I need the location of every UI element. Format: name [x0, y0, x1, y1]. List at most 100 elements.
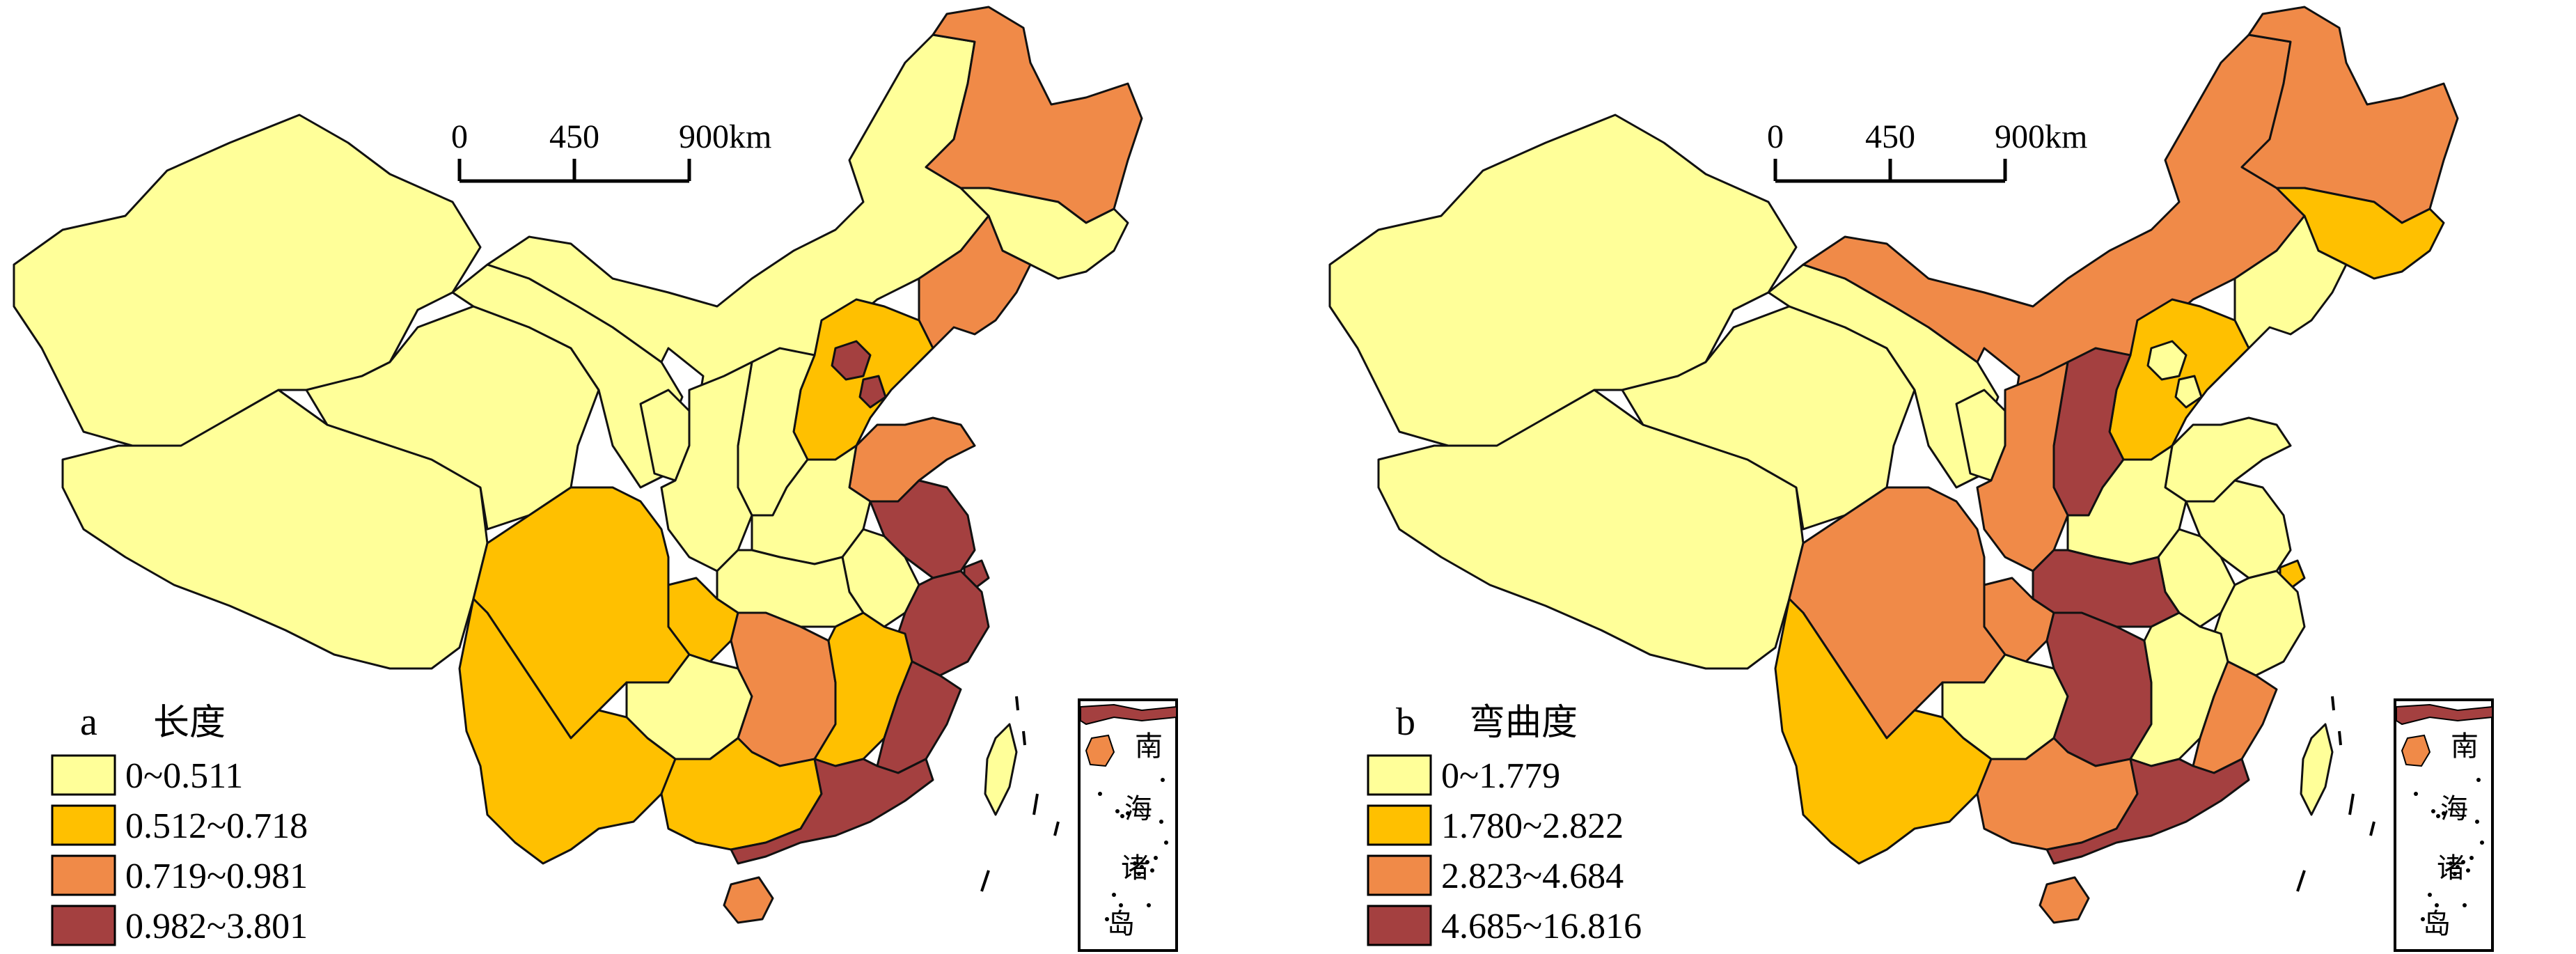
inset-island-dot: [2414, 792, 2418, 796]
region-tianjin: [2174, 375, 2203, 409]
coastal-boundary-dashes: [980, 696, 1060, 892]
inset-island-dot: [1115, 809, 1120, 813]
inset-island-dot: [1126, 811, 1130, 815]
legend-label: 1.780~2.822: [1441, 806, 1624, 846]
legend-swatch: [51, 905, 116, 946]
region-taiwan: [984, 723, 1018, 816]
scale-bar-tick-label: 450: [549, 118, 599, 155]
inset-island-dot: [1150, 868, 1154, 873]
legend-title: 弯曲度: [1469, 702, 1578, 744]
inset-label-char: 南: [1135, 730, 1163, 763]
legend-label: 0.982~3.801: [125, 907, 308, 946]
scale-bar-line: [1773, 159, 2007, 183]
inset-island-dot: [1105, 917, 1109, 921]
inset-island-dot: [1140, 865, 1144, 869]
inset-label-char: 海: [1124, 793, 1152, 825]
legend-label: 0.719~0.981: [125, 857, 308, 896]
region-hainan: [2039, 876, 2090, 924]
region-xinjiang: [13, 114, 482, 447]
inset-island-dot: [1098, 792, 1102, 796]
region-yunnan: [458, 597, 677, 865]
region-beijing: [2146, 340, 2188, 381]
inset-island-dot: [1120, 814, 1124, 818]
inset-island-dot: [1164, 840, 1168, 845]
region-xinjiang: [1328, 114, 1798, 447]
inset-island-dot: [2475, 820, 2479, 824]
inset-hainan: [2401, 734, 2431, 767]
scale-bar-tick-label: 0: [1767, 118, 1784, 155]
region-guangdong: [730, 758, 934, 865]
legend: a 长度 0~0.511 0.512~0.718 0.719~0.981 0.982~3.…: [51, 701, 308, 946]
inset-frame: [2394, 698, 2494, 952]
scale-bar: 0 450 900km: [451, 118, 771, 183]
scale-bar-line: [457, 159, 691, 183]
legend-swatch: [51, 854, 116, 896]
legend-label: 0~0.511: [125, 756, 243, 796]
region-guangdong: [2045, 758, 2250, 865]
scale-bar-tick-label: 900km: [679, 118, 771, 155]
legend: b 弯曲度 0~1.779 1.780~2.822 2.823~4.684 4.685~1…: [1367, 701, 1642, 946]
inset-label-char: 岛: [2423, 908, 2451, 940]
inset-hainan: [1085, 734, 1115, 767]
inset-island-dot: [1145, 860, 1149, 864]
region-hainan: [723, 876, 774, 924]
inset-island-dot: [2453, 872, 2457, 876]
region-qinghai: [1621, 305, 1916, 531]
panel-letter: b: [1396, 701, 1415, 744]
inset-mainland-coast: [1080, 703, 1177, 726]
inset-island-dot: [2449, 861, 2453, 866]
inset-label-char: 诸: [1121, 852, 1149, 884]
legend-title: 长度: [153, 702, 226, 744]
inset-island-dot: [1112, 893, 1116, 897]
inset-island-dot: [2463, 903, 2467, 907]
legend-swatch: [1367, 854, 1432, 896]
inset-island-dot: [2461, 860, 2465, 864]
inset-island-dot: [2428, 893, 2432, 897]
inset-island-dot: [1147, 903, 1151, 907]
inset-island-dot: [2421, 917, 2425, 921]
inset-island-dot: [2436, 814, 2440, 818]
inset-island-dot: [2466, 868, 2470, 873]
inset-island-dot: [2442, 811, 2446, 815]
legend-swatch: [1367, 754, 1432, 796]
inset-island-dot: [1137, 872, 1141, 876]
legend-swatch: [51, 804, 116, 846]
legend-label: 4.685~16.816: [1441, 907, 1642, 946]
region-yunnan: [1774, 597, 1993, 865]
scale-bar-tick-label: 0: [451, 118, 468, 155]
legend-label: 0.512~0.718: [125, 806, 308, 846]
inset-island-dot: [1159, 820, 1163, 824]
legend-swatch: [51, 754, 116, 796]
inset-island-dot: [1154, 856, 1158, 860]
province-regions: [13, 6, 1143, 924]
inset-island-dot: [2476, 778, 2481, 782]
region-tibet: [61, 389, 489, 670]
inset-island-dot: [2469, 856, 2474, 860]
legend-swatch: [1367, 804, 1432, 846]
region-tibet: [1377, 389, 1805, 670]
legend-label: 2.823~4.684: [1441, 857, 1624, 896]
inset-label-char: 南: [2451, 730, 2479, 763]
scale-bar-tick-label: 450: [1865, 118, 1915, 155]
inset-label-char: 岛: [1107, 908, 1135, 940]
inset-island-dot: [1119, 903, 1123, 907]
region-qinghai: [305, 305, 600, 531]
map-panel-a: 0 450 900km a 长度 0~0.511 0.512~0.718 0.719~0.98…: [13, 6, 1178, 952]
inset-label-char: 诸: [2437, 852, 2465, 884]
inset-island-dot: [1161, 778, 1165, 782]
region-tianjin: [858, 375, 887, 409]
panel-letter: a: [80, 701, 97, 744]
legend-label: 0~1.779: [1441, 756, 1560, 796]
map-panels: 0 450 900km a 长度 0~0.511 0.512~0.718 0.719~0.98…: [13, 6, 2494, 952]
region-taiwan: [2300, 723, 2334, 816]
inset-label-char: 海: [2440, 793, 2468, 825]
inset-island-dot: [2431, 809, 2435, 813]
region-beijing: [831, 340, 872, 381]
inset-mainland-coast: [2396, 703, 2493, 726]
coastal-boundary-dashes: [2296, 696, 2375, 892]
province-regions: [1328, 6, 2459, 924]
scale-bar-tick-label: 900km: [1995, 118, 2087, 155]
